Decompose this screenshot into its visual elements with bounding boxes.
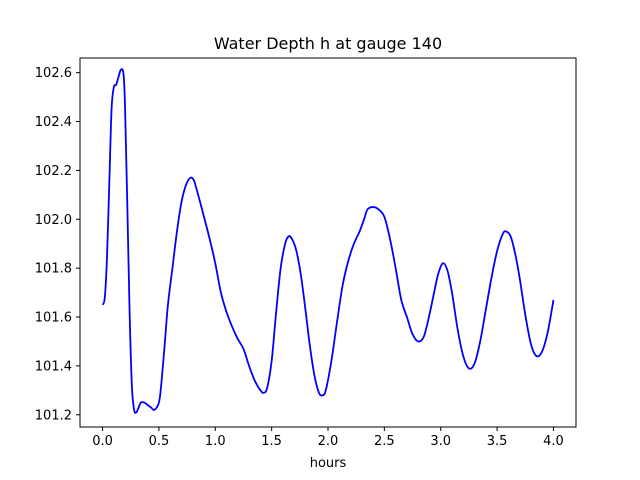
x-tick-label: 2.0 bbox=[318, 434, 339, 449]
x-axis-label: hours bbox=[310, 456, 347, 471]
y-axis: 101.2 101.4 101.6 101.8 102.0 102.2 102.4 102.6 bbox=[35, 66, 80, 423]
x-tick-label: 4.0 bbox=[543, 434, 564, 449]
y-tick-label: 102.2 bbox=[35, 164, 72, 179]
x-tick-label: 3.5 bbox=[487, 434, 508, 449]
plot-background bbox=[80, 58, 576, 427]
x-tick-label: 0.0 bbox=[92, 434, 113, 449]
x-axis: 0.0 0.5 1.0 1.5 2.0 2.5 3.0 3.5 4.0 bbox=[92, 427, 564, 449]
y-tick-label: 102.0 bbox=[35, 213, 72, 228]
x-tick-label: 2.5 bbox=[374, 434, 395, 449]
y-tick-label: 101.4 bbox=[35, 359, 72, 374]
y-tick-label: 101.8 bbox=[35, 262, 72, 277]
series-layer bbox=[101, 68, 555, 414]
y-tick-label: 102.4 bbox=[35, 115, 72, 130]
x-tick-label: 0.5 bbox=[149, 434, 170, 449]
series-line bbox=[101, 68, 555, 414]
y-tick-label: 101.2 bbox=[35, 408, 72, 423]
y-tick-label: 102.6 bbox=[35, 66, 72, 81]
y-tick-label: 101.6 bbox=[35, 311, 72, 326]
x-tick-label: 3.0 bbox=[430, 434, 451, 449]
chart-title: Water Depth h at gauge 140 bbox=[214, 34, 442, 53]
x-tick-label: 1.5 bbox=[261, 434, 282, 449]
x-tick-label: 1.0 bbox=[205, 434, 226, 449]
